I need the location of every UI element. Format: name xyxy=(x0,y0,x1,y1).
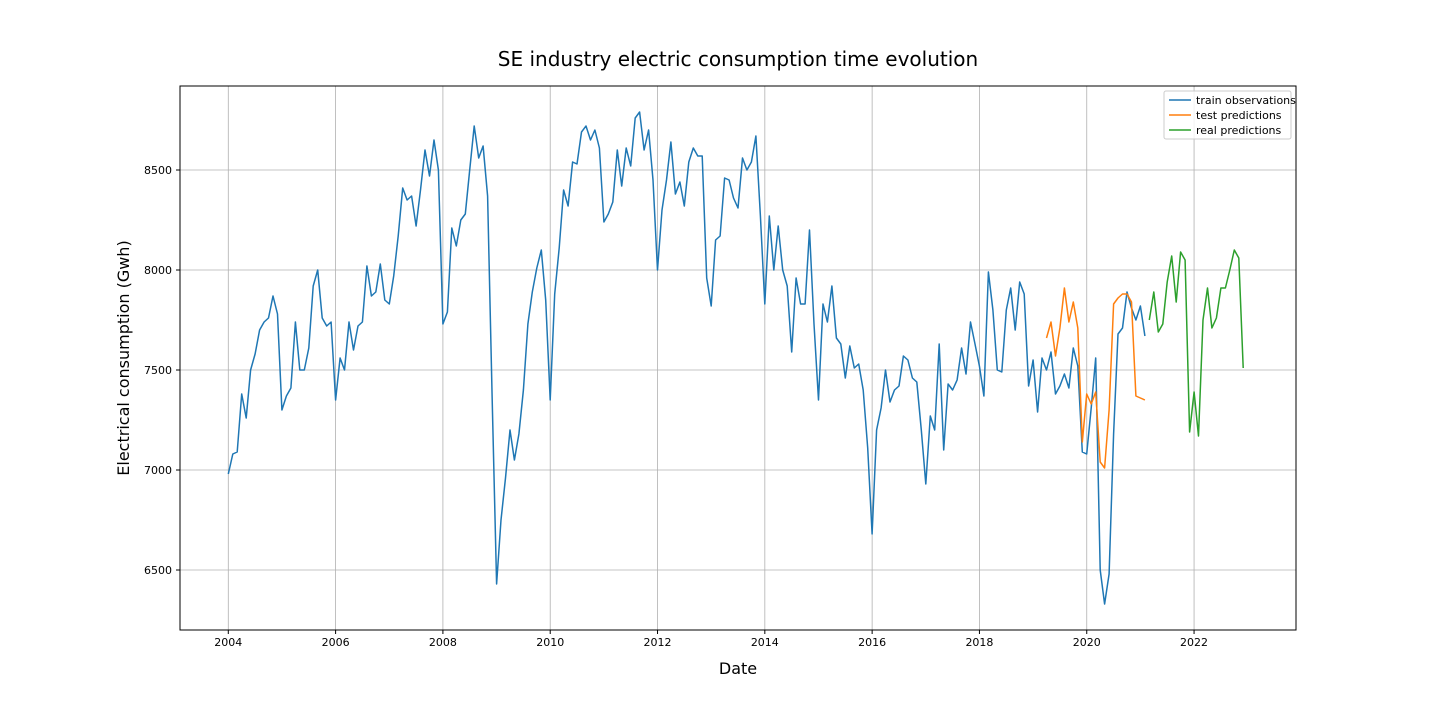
series-line-test-predictions xyxy=(1045,287,1146,469)
x-tick-label: 2020 xyxy=(1073,636,1101,649)
series-line-train-observations xyxy=(227,111,1146,605)
legend-label: test predictions xyxy=(1196,109,1282,122)
x-tick-label: 2016 xyxy=(858,636,886,649)
series-line-real-predictions xyxy=(1148,249,1244,437)
y-axis: 6500 7000 7500 8000 8500 xyxy=(144,164,180,577)
grid xyxy=(180,86,1296,630)
x-tick-label: 2018 xyxy=(965,636,993,649)
chart-title: SE industry electric consumption time ev… xyxy=(498,47,978,71)
y-tick-label: 6500 xyxy=(144,564,172,577)
x-tick-label: 2014 xyxy=(751,636,779,649)
plot-frame xyxy=(179,85,1297,631)
series-layer xyxy=(227,111,1244,605)
y-axis-label: Electrical consumption (Gwh) xyxy=(114,240,133,475)
legend-label: real predictions xyxy=(1196,124,1282,137)
x-tick-label: 2010 xyxy=(536,636,564,649)
y-tick-label: 7000 xyxy=(144,464,172,477)
legend-box xyxy=(1163,90,1292,140)
x-tick-label: 2008 xyxy=(429,636,457,649)
x-tick-label: 2012 xyxy=(644,636,672,649)
x-tick-label: 2006 xyxy=(322,636,350,649)
y-tick-label: 8000 xyxy=(144,264,172,277)
x-tick-label: 2004 xyxy=(214,636,242,649)
x-tick-label: 2022 xyxy=(1180,636,1208,649)
y-tick-label: 7500 xyxy=(144,364,172,377)
y-tick-label: 8500 xyxy=(144,164,172,177)
legend: train observations test predictions real p… xyxy=(1163,90,1296,140)
legend-label: train observations xyxy=(1196,94,1296,107)
x-axis: 2004 2006 2008 2010 2012 2014 2016 2018 2020 2022 xyxy=(214,630,1208,649)
x-axis-label: Date xyxy=(719,659,757,678)
